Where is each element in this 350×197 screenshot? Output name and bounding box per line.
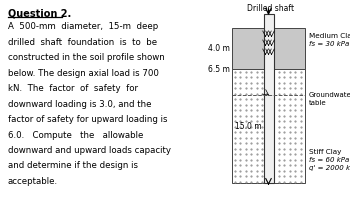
Text: q' = 2000 kPa: q' = 2000 kPa xyxy=(309,165,350,171)
Text: 6.5 m: 6.5 m xyxy=(208,65,230,74)
Text: downward and upward loads capacity: downward and upward loads capacity xyxy=(8,146,171,155)
Text: fs = 60 kPa: fs = 60 kPa xyxy=(309,157,349,163)
Text: below. The design axial load is 700: below. The design axial load is 700 xyxy=(8,69,159,77)
Text: 4.0 m: 4.0 m xyxy=(208,44,230,53)
Text: A  500-mm  diameter,  15-m  deep: A 500-mm diameter, 15-m deep xyxy=(8,22,158,31)
Text: kN.  The  factor  of  safety  for: kN. The factor of safety for xyxy=(8,84,138,93)
Text: Question 2.: Question 2. xyxy=(8,8,71,18)
Text: Drilled shaft: Drilled shaft xyxy=(247,4,294,13)
Bar xyxy=(264,14,273,183)
Bar xyxy=(232,69,305,183)
Text: acceptable.: acceptable. xyxy=(8,177,58,186)
Text: constructed in the soil profile shown: constructed in the soil profile shown xyxy=(8,53,165,62)
Bar xyxy=(264,28,273,183)
Text: downward loading is 3.0, and the: downward loading is 3.0, and the xyxy=(8,99,152,109)
Text: 6.0.   Compute   the   allowable: 6.0. Compute the allowable xyxy=(8,130,144,139)
Text: drilled  shaft  foundation  is  to  be: drilled shaft foundation is to be xyxy=(8,37,157,46)
Text: 15.0 m: 15.0 m xyxy=(235,122,262,131)
Bar xyxy=(232,28,305,69)
Text: Groundwater
table: Groundwater table xyxy=(309,92,350,106)
Text: Stiff Clay: Stiff Clay xyxy=(309,149,341,155)
Text: fs = 30 kPa: fs = 30 kPa xyxy=(309,41,349,47)
Text: Medium Clay: Medium Clay xyxy=(309,33,350,39)
Text: factor of safety for upward loading is: factor of safety for upward loading is xyxy=(8,115,168,124)
Text: and determine if the design is: and determine if the design is xyxy=(8,162,138,170)
